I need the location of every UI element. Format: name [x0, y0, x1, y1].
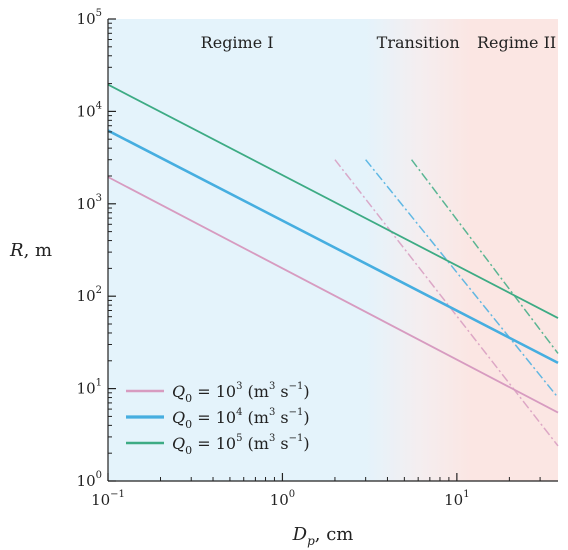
legend-label-1: Q0 = 103 (m3 s−1) — [172, 381, 310, 405]
regime-label-3: Regime II — [477, 33, 556, 52]
regime-label-2: Transition — [377, 33, 460, 52]
x-tick-label: 100 — [270, 489, 295, 509]
y-tick-label: 100 — [77, 470, 102, 490]
legend-label-2: Q0 = 104 (m3 s−1) — [172, 407, 310, 431]
plot-background — [108, 19, 558, 481]
x-tick-label: 101 — [444, 489, 469, 509]
y-tick-label: 103 — [77, 193, 102, 213]
series-3-regime2-line — [410, 159, 559, 354]
x-tick-label: 10−1 — [91, 489, 125, 509]
y-axis-title: R, m — [9, 240, 52, 261]
regime-label-1: Regime I — [201, 33, 274, 52]
y-tick-label: 102 — [77, 285, 102, 305]
series-1-regime1-line — [107, 176, 559, 414]
series-1-regime2-line — [334, 159, 559, 447]
legend-label-3: Q0 = 105 (m3 s−1) — [172, 433, 310, 457]
legend: Q0 = 103 (m3 s−1)Q0 = 104 (m3 s−1)Q0 = 1… — [126, 381, 310, 457]
series-lines — [107, 83, 559, 447]
x-axis-title: Dp, cm — [292, 524, 354, 548]
series-3-regime1-line — [107, 83, 559, 319]
regime-labels: Regime I Transition Regime II — [201, 33, 557, 52]
y-tick-label: 105 — [77, 8, 102, 28]
series-2-regime1-line — [107, 129, 559, 364]
y-tick-label: 104 — [77, 100, 102, 120]
y-tick-label: 101 — [77, 378, 102, 398]
